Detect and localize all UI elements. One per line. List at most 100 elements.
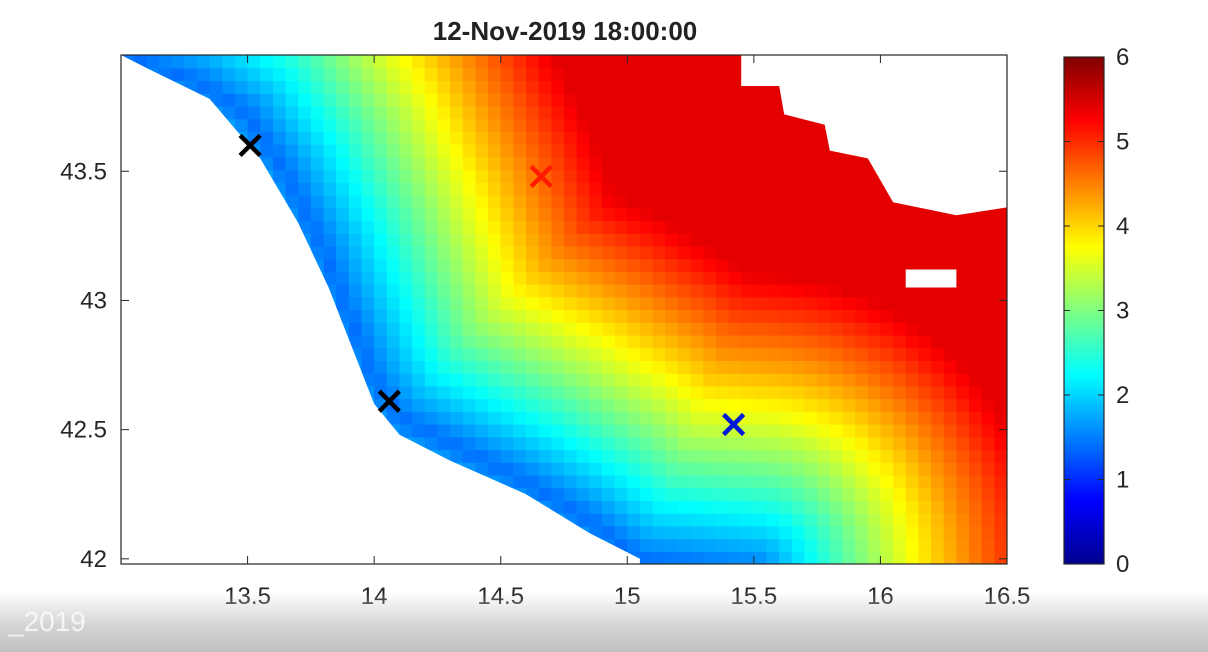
- heat-cell: [462, 373, 476, 387]
- heat-cell: [791, 233, 806, 247]
- heat-cell: [677, 220, 692, 234]
- heat-cell: [437, 322, 451, 336]
- heat-cell: [564, 55, 578, 69]
- heat-cell: [855, 245, 869, 260]
- heat-cell: [601, 245, 616, 260]
- heat-cell: [361, 105, 375, 120]
- heat-cell: [791, 182, 806, 196]
- heat-cell: [779, 131, 793, 145]
- heat-cell: [981, 284, 995, 298]
- heat-cell: [918, 296, 932, 311]
- heat-cell: [538, 118, 552, 132]
- heat-cell: [386, 182, 401, 196]
- heat-cell: [652, 322, 666, 336]
- heat-cell: [969, 347, 983, 361]
- heat-cell: [450, 182, 464, 196]
- heat-cell: [994, 334, 1007, 349]
- heat-cell: [526, 182, 540, 196]
- heat-cell: [310, 207, 325, 222]
- heat-cell: [526, 220, 540, 234]
- heat-cell: [690, 182, 704, 196]
- heat-cell: [361, 284, 375, 298]
- heat-cell: [766, 500, 780, 514]
- heat-cell: [412, 398, 426, 412]
- heat-cell: [462, 322, 476, 336]
- heat-cell: [817, 525, 831, 540]
- heat-cell: [437, 398, 451, 412]
- heat-cell: [728, 245, 742, 260]
- heat-cell: [766, 487, 780, 501]
- heat-cell: [981, 373, 995, 387]
- heat-cell: [538, 487, 552, 501]
- heat-cell: [285, 194, 299, 209]
- heat-cell: [526, 67, 540, 82]
- heat-cell: [943, 411, 957, 425]
- heat-cell: [665, 220, 679, 234]
- heat-cell: [361, 271, 375, 285]
- heat-cell: [779, 322, 793, 336]
- heat-cell: [665, 207, 679, 222]
- heat-cell: [867, 398, 882, 412]
- heat-cell: [905, 398, 919, 412]
- heat-cell: [399, 105, 413, 120]
- heat-cell: [500, 258, 514, 272]
- heat-cell: [969, 258, 983, 272]
- heat-cell: [715, 233, 730, 247]
- heat-cell: [665, 474, 679, 489]
- heat-cell: [538, 233, 552, 247]
- heat-cell: [817, 169, 831, 183]
- heat-cell: [677, 373, 692, 387]
- heat-cell: [766, 93, 780, 107]
- heat-cell: [285, 144, 299, 158]
- heat-cell: [969, 271, 983, 285]
- heat-cell: [399, 144, 413, 158]
- heat-cell: [969, 373, 983, 387]
- heat-cell: [867, 474, 882, 489]
- heat-cell: [779, 156, 793, 171]
- heat-cell: [475, 347, 489, 361]
- heat-cell: [867, 449, 882, 463]
- heat-cell: [386, 169, 401, 183]
- heat-cell: [829, 245, 844, 260]
- heat-cell: [943, 500, 957, 514]
- heat-cell: [867, 373, 882, 387]
- heat-cell: [513, 347, 527, 361]
- heat-cell: [323, 207, 337, 222]
- heat-cell: [969, 513, 983, 527]
- heat-cell: [488, 373, 502, 387]
- heat-cell: [943, 373, 957, 387]
- heat-cell: [614, 398, 628, 412]
- heat-cell: [829, 334, 844, 349]
- heat-cell: [437, 347, 451, 361]
- heat-cell: [981, 487, 995, 501]
- heat-cell: [500, 334, 514, 349]
- heat-cell: [981, 424, 995, 438]
- heat-cell: [728, 156, 742, 171]
- heat-cell: [741, 233, 755, 247]
- heat-cell: [690, 245, 704, 260]
- heat-cell: [715, 551, 730, 564]
- heat-cell: [766, 169, 780, 183]
- heat-cell: [639, 233, 654, 247]
- heat-cell: [488, 67, 502, 82]
- heat-cell: [665, 182, 679, 196]
- heat-cell: [981, 347, 995, 361]
- heat-cell: [829, 220, 844, 234]
- heat-cell: [424, 220, 439, 234]
- heat-cell: [842, 424, 856, 438]
- heat-cell: [677, 55, 692, 69]
- heat-cell: [703, 105, 717, 120]
- heat-cell: [804, 144, 818, 158]
- heat-cell: [298, 118, 312, 132]
- heat-cell: [829, 436, 844, 451]
- heat-cell: [576, 411, 590, 425]
- heat-cell: [627, 322, 641, 336]
- heat-cell: [690, 538, 704, 552]
- heat-cell: [386, 105, 401, 120]
- heat-cell: [386, 220, 401, 234]
- heat-cell: [867, 194, 882, 209]
- heat-cell: [424, 194, 439, 209]
- heat-cell: [677, 245, 692, 260]
- heat-cell: [855, 309, 869, 323]
- heat-cell: [804, 207, 818, 222]
